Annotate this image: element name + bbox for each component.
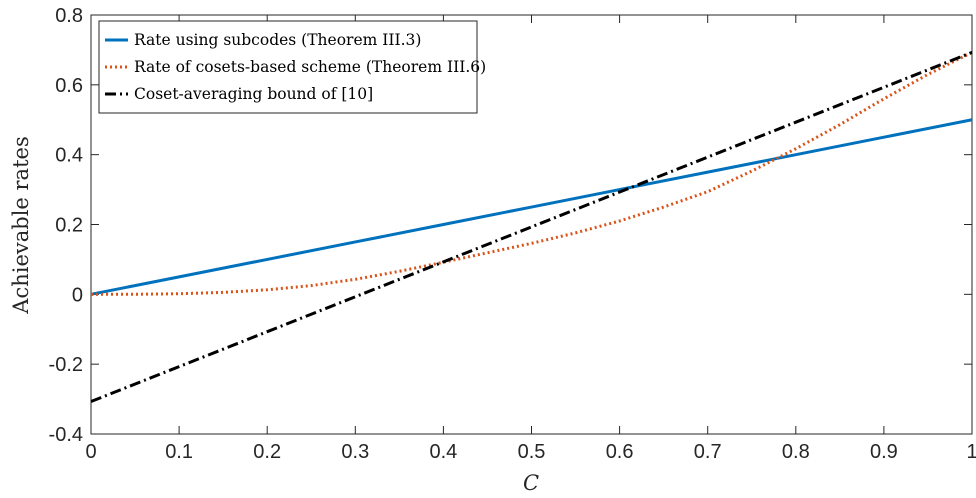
legend-label-1: Rate using subcodes (Theorem III.3): [134, 31, 421, 49]
x-tick-label: 0.8: [782, 441, 810, 463]
x-tick-label: 0.7: [694, 441, 722, 463]
x-tick-label: 0.6: [606, 441, 634, 463]
series-line-1: [90, 118, 973, 296]
y-tick-label: 0.4: [55, 145, 83, 167]
y-axis-title: Achievable rates: [9, 136, 33, 314]
y-tick-label: -0.4: [49, 424, 83, 446]
y-tick-label: 0: [72, 284, 83, 306]
legend-label-2: Rate of cosets-based scheme (Theorem III…: [134, 58, 486, 76]
x-tick-label: 1: [966, 441, 976, 463]
x-tick-label: 0: [85, 441, 96, 463]
series-line-3: [90, 50, 973, 403]
x-tick-label: 0.3: [341, 441, 369, 463]
x-axis-title: C: [523, 471, 539, 495]
y-tick-label: 0.2: [55, 215, 83, 237]
legend: Rate using subcodes (Theorem III.3) Rate …: [98, 20, 486, 114]
x-tick-label: 0.4: [429, 441, 457, 463]
x-tick-label: 0.5: [518, 441, 546, 463]
y-tick-label: -0.2: [49, 354, 83, 376]
x-tick-label: 0.9: [870, 441, 898, 463]
y-tick-label: 0.8: [55, 5, 83, 27]
y-tick-label: 0.6: [55, 75, 83, 97]
x-tick-label: 0.1: [165, 441, 193, 463]
series-layer: [90, 50, 973, 403]
legend-box: [98, 20, 478, 114]
series-line-2: [90, 51, 973, 296]
legend-label-3: Coset-averaging bound of [10]: [134, 85, 373, 103]
x-tick-label: 0.2: [253, 441, 281, 463]
